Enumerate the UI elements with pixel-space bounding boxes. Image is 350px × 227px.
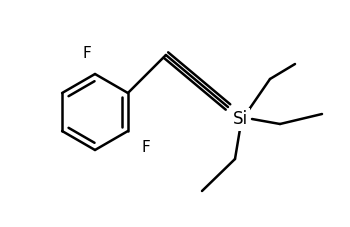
Text: Si: Si [232,110,247,128]
Text: F: F [83,47,91,62]
Text: F: F [141,140,150,155]
